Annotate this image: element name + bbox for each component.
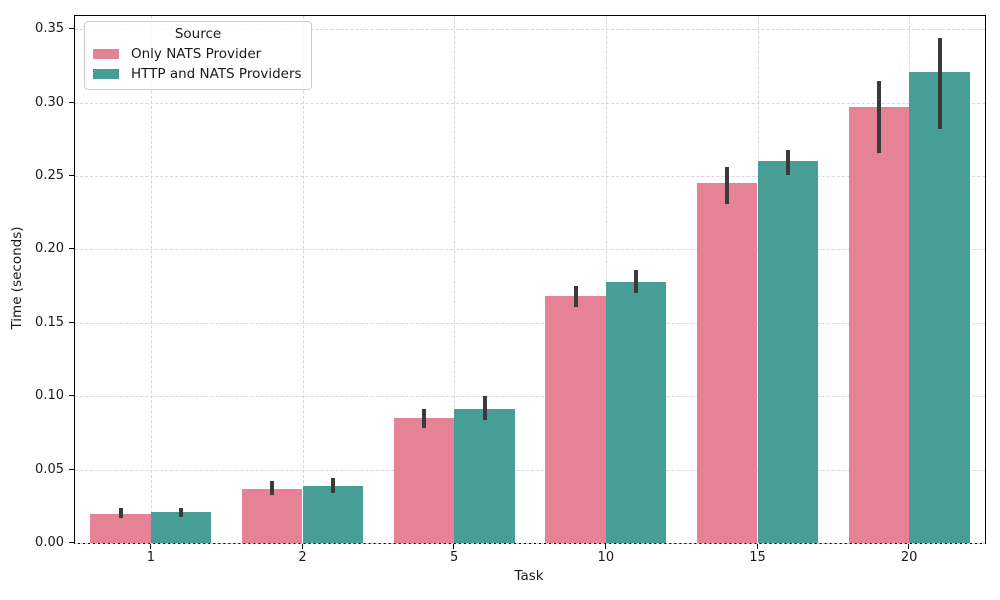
gridline-horizontal [75, 543, 985, 544]
y-tick-mark [69, 542, 75, 543]
y-tick-label: 0.05 [35, 461, 64, 477]
legend-title: Source [174, 26, 222, 42]
legend-swatch-icon [93, 69, 119, 79]
legend-label: HTTP and NATS Providers [131, 66, 302, 82]
legend: Source Only NATS Provider HTTP and NATS P… [84, 21, 312, 90]
bar [757, 161, 819, 543]
legend-swatch-icon [93, 49, 119, 59]
x-tick-label: 1 [146, 550, 155, 565]
bar [241, 488, 303, 543]
bar [696, 183, 758, 543]
error-bar [725, 167, 730, 204]
x-axis-label: Task [514, 568, 544, 584]
gridline-horizontal [75, 322, 985, 324]
plot-area [74, 15, 986, 544]
error-bar [421, 409, 426, 429]
gridline-horizontal [75, 176, 985, 177]
error-bar [330, 478, 335, 494]
legend-items: Only NATS Provider HTTP and NATS Provider… [93, 46, 303, 82]
y-tick-label: 0.20 [35, 241, 64, 257]
bar [848, 107, 910, 543]
legend-item: Only NATS Provider [93, 46, 303, 62]
gridline-horizontal [75, 102, 985, 104]
x-tick-label: 15 [749, 550, 766, 565]
error-bar [785, 149, 790, 175]
error-bar [573, 286, 578, 307]
x-tick-mark [453, 543, 455, 549]
bar [454, 409, 515, 543]
x-tick-label: 20 [900, 550, 918, 565]
error-bar [482, 396, 487, 420]
error-bar [270, 481, 275, 495]
bar [302, 485, 364, 543]
gridline-vertical [605, 16, 607, 543]
x-tick-mark [301, 543, 303, 549]
bar [393, 418, 455, 543]
y-tick-mark [69, 28, 75, 30]
gridline-vertical [454, 16, 456, 543]
x-tick-label: 2 [298, 550, 307, 565]
error-bar [118, 507, 123, 519]
y-tick-mark [69, 468, 75, 470]
gridline-horizontal [75, 249, 985, 251]
error-bar [876, 80, 881, 153]
y-axis-label: Time (seconds) [9, 226, 25, 330]
bar [605, 281, 667, 543]
error-bar [634, 269, 639, 294]
bar [150, 512, 212, 543]
gridline-vertical [302, 16, 304, 543]
y-tick-mark [69, 248, 75, 250]
y-tick-mark [69, 321, 75, 323]
bar [909, 71, 970, 543]
y-tick-label: 0.00 [35, 535, 64, 550]
y-tick-label: 0.35 [35, 21, 64, 37]
y-tick-label: 0.30 [35, 94, 64, 110]
gridline-horizontal [75, 29, 985, 31]
bar [90, 513, 151, 543]
x-tick-mark [908, 543, 910, 549]
y-tick-label: 0.25 [35, 168, 64, 183]
bar [545, 296, 606, 543]
gridline-horizontal [75, 396, 985, 398]
x-tick-label: 10 [597, 550, 615, 565]
y-tick-mark [69, 395, 75, 397]
x-tick-label: 5 [450, 550, 459, 565]
legend-item: HTTP and NATS Providers [93, 66, 303, 82]
y-tick-label: 0.10 [35, 388, 64, 404]
x-tick-mark [604, 543, 606, 549]
x-tick-mark [149, 543, 151, 549]
x-tick-mark [756, 543, 758, 549]
gridline-horizontal [75, 469, 985, 471]
y-tick-mark [69, 175, 75, 176]
error-bar [179, 507, 184, 517]
gridline-vertical [150, 16, 152, 543]
y-tick-mark [69, 101, 75, 103]
error-bar [937, 38, 942, 130]
y-tick-label: 0.15 [35, 314, 64, 330]
legend-label: Only NATS Provider [131, 46, 262, 62]
